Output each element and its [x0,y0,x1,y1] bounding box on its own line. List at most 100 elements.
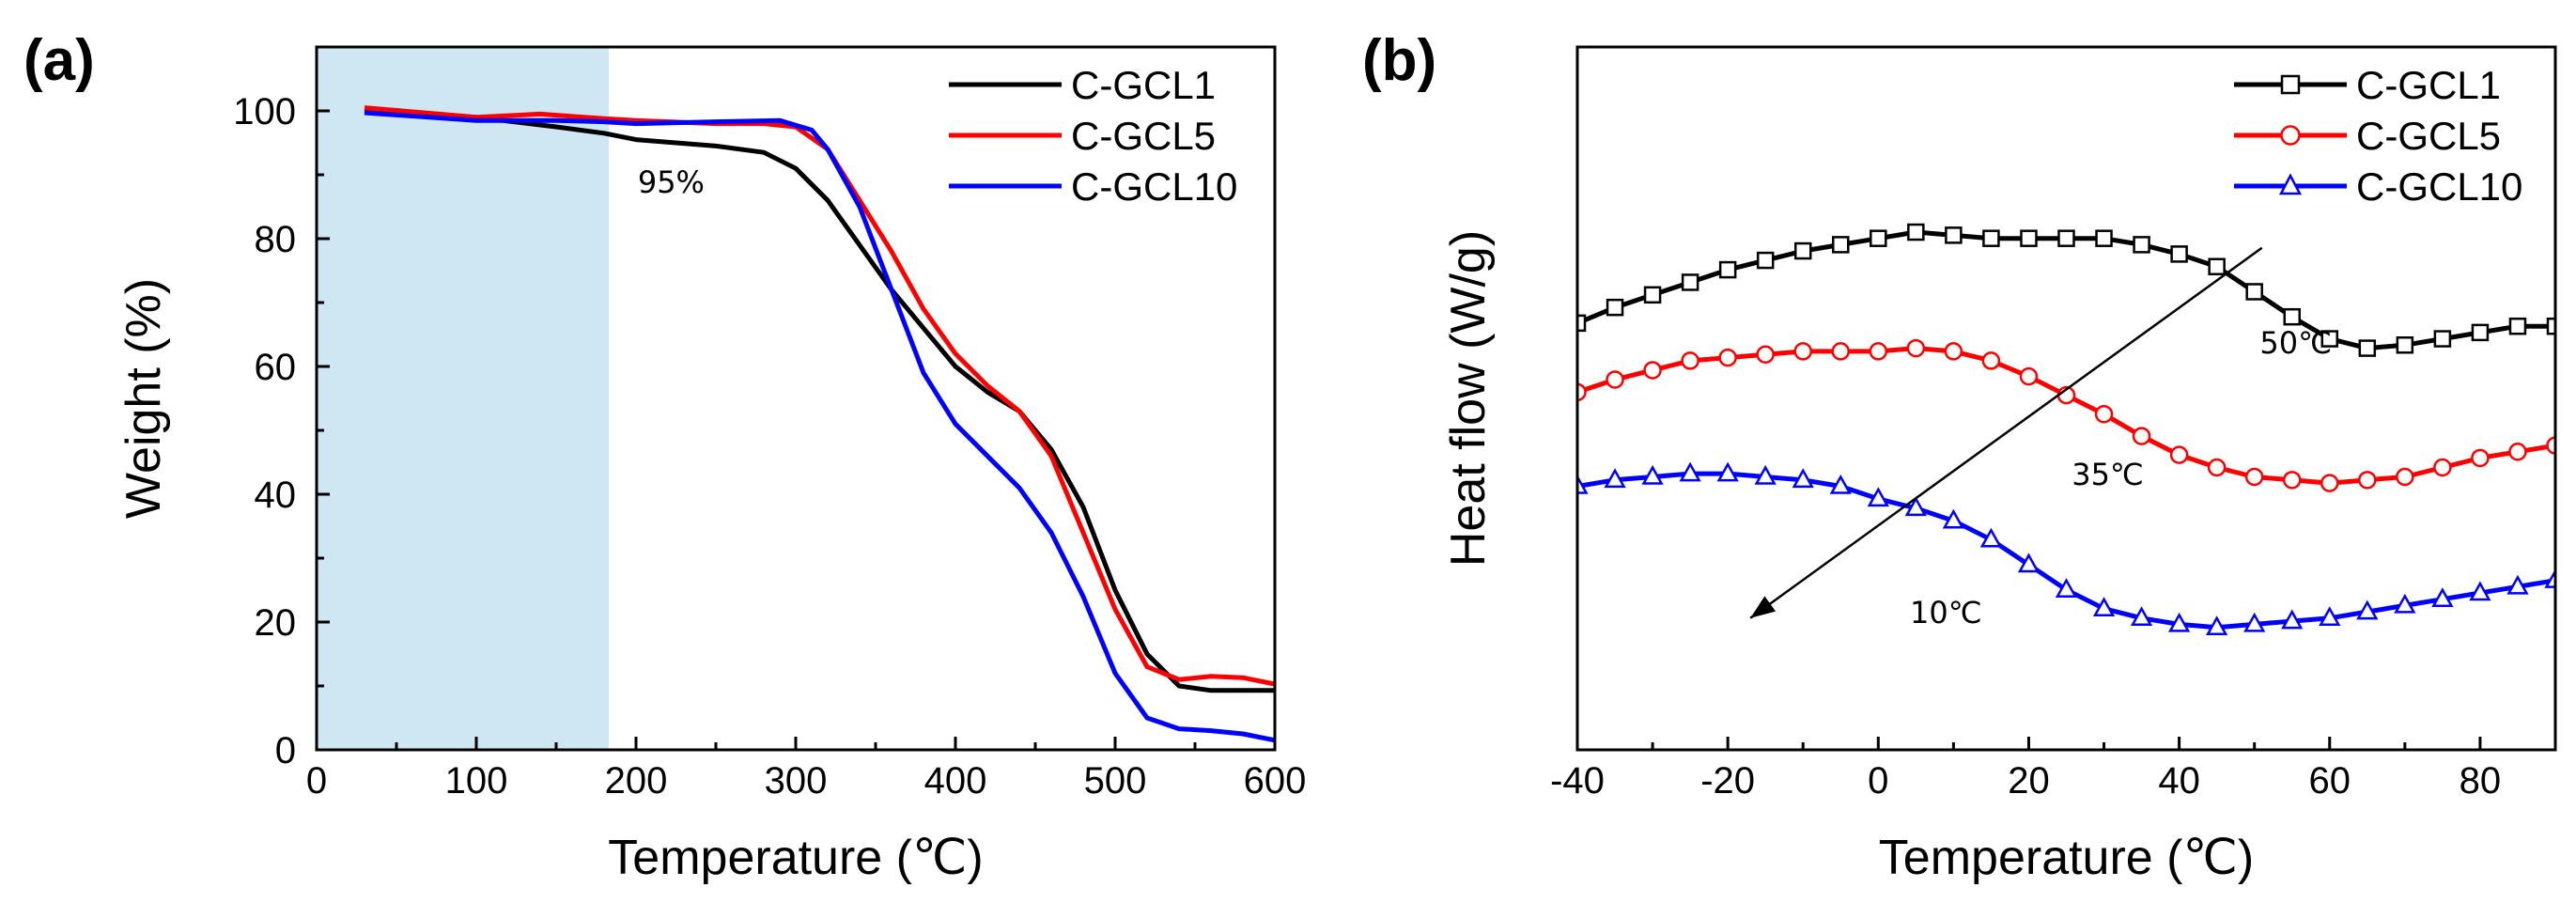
data-point [1981,351,2001,370]
y-tick-label: 0 [275,730,296,771]
data-point [2471,448,2490,468]
x-axis-title: Temperature (℃) [608,831,983,885]
data-point [1979,527,2003,548]
data-point [2546,436,2555,455]
data-point [2017,553,2041,573]
data-point [2396,335,2414,354]
series-group [364,105,1275,743]
series-c-gcl10 [1577,461,2555,636]
legend-item: C-GCL1 [2234,63,2501,107]
legend-label: C-GCL5 [1071,114,1216,158]
legend-marker [2280,74,2301,95]
data-point [2320,474,2339,492]
annotation-label: 50℃ [2259,325,2332,361]
panel-a-chart: (a) 0 100 200 300 400 500 600 0 20 40 60 80 100 Temper… [23,28,1306,885]
x-axis-title: Temperature (℃) [1879,831,2254,885]
series-group [1577,223,2555,636]
x-tick-label: 20 [2008,760,2050,802]
data-point [1641,464,1664,485]
panel-b-chart: (b) -40 -20 0 20 40 60 80 Temperature (℃) Heat fl… [1362,28,2557,885]
x-tick-label: -40 [1550,760,1605,802]
data-point [2245,283,2263,301]
data-point [1945,226,1963,244]
x-tick-label: 40 [2158,760,2200,802]
y-tick-label: 60 [255,347,297,388]
legend-item: C-GCL5 [2234,114,2501,158]
data-point [2170,245,2188,263]
data-point [1982,229,2000,247]
x-tick-label: 200 [605,760,668,802]
data-point [2133,236,2150,254]
legend-label: C-GCL10 [2356,164,2522,209]
trend-arrow-line [1749,246,2263,619]
series-c-gcl10 [364,110,1275,743]
data-point [1867,487,1889,507]
x-tick-label: 60 [2309,760,2351,802]
data-point [2508,443,2527,461]
data-point [2431,587,2454,607]
data-point [2319,606,2341,626]
data-point [2020,229,2038,247]
x-tick-label: 0 [1868,760,1888,802]
annotation-label: 35℃ [2072,457,2144,492]
legend-label: C-GCL10 [1071,164,1237,209]
legend-item: C-GCL10 [2234,164,2522,209]
data-point [1942,508,1965,529]
data-point [1870,229,1887,247]
data-point [2130,606,2153,626]
x-tick-label: -20 [1700,760,1755,802]
data-point [1756,345,1775,364]
legend-marker [2280,125,2301,146]
data-point [1906,338,1926,358]
data-point [1832,236,1850,254]
data-point [1643,286,1662,304]
series-c-gcl1 [1577,223,2555,357]
data-point [2057,229,2075,247]
data-point [1718,348,1737,367]
data-point [2207,458,2227,477]
series-line [364,108,1275,693]
x-tick-label: 100 [445,760,508,802]
legend-label: C-GCL1 [2356,63,2501,107]
annotation-label: 10℃ [1910,595,1982,631]
data-point [2396,467,2414,487]
series-c-gcl5 [1577,338,2555,492]
data-point [1577,474,1589,494]
data-point [2358,339,2377,357]
data-point [1681,351,1699,370]
annotation-label: 95% [638,164,705,200]
data-point [1907,223,1925,241]
legend-item: C-GCL10 [949,164,1237,209]
data-point [1577,382,1587,402]
data-point [2471,323,2490,342]
x-tick-label: 600 [1244,760,1307,802]
legend-label: C-GCL1 [1071,63,1216,107]
x-tick-label: 400 [924,760,987,802]
data-point [2206,615,2228,636]
x-tick-label: 300 [765,760,828,802]
series-line [364,110,1275,743]
data-point [1869,342,1888,361]
data-point [2094,404,2114,424]
data-point [2433,330,2452,348]
data-point [2132,427,2151,445]
legend-marker [2278,173,2303,195]
data-point [1792,468,1814,489]
data-point [2544,568,2555,588]
data-point [1606,370,1624,389]
legend-label: C-GCL5 [2356,114,2501,158]
shaded-region [317,47,610,750]
data-point [2281,609,2304,630]
data-point [2208,257,2226,275]
data-point [1756,251,1775,270]
y-axis-title: Weight (%) [116,278,171,519]
data-point [1577,314,1587,333]
data-point [1718,260,1737,279]
data-point [1793,241,1812,260]
data-point [2356,599,2379,620]
data-point [1944,342,1963,361]
data-point [1679,461,1701,482]
series-line [1577,229,2555,351]
x-tick-label: 500 [1084,760,1147,802]
